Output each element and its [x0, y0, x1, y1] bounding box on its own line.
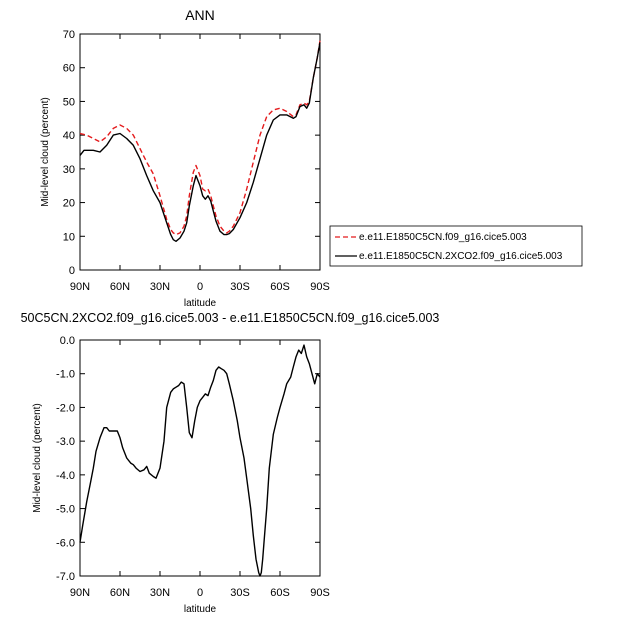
x-tick-label: 60N — [110, 281, 130, 293]
legend: e.e11.E1850C5CN.f09_g16.cice5.003 e.e11.… — [329, 225, 583, 267]
bottom-x-ticks: 90N 60N 30N 0 30S 60S 90S — [70, 340, 330, 599]
y-tick-label: -6.0 — [56, 537, 75, 549]
top-x-axis-label: latitude — [184, 298, 217, 309]
bottom-plot-frame — [79, 339, 321, 577]
x-tick-label: 30S — [230, 281, 250, 293]
series-line-1-0 — [79, 344, 321, 577]
x-tick-label: 0 — [197, 587, 203, 599]
bottom-chart: 50C5CN.2XCO2.f09_g16.cice5.003 - e.e11.E… — [21, 311, 440, 615]
series-line-0-0 — [79, 40, 321, 236]
top-series — [79, 40, 321, 243]
bottom-y-axis-label: Mid-level cloud (percent) — [32, 403, 43, 513]
top-plot-frame — [79, 33, 321, 271]
x-tick-label: 90N — [70, 587, 90, 599]
x-tick-label: 90S — [310, 587, 330, 599]
bottom-series — [79, 344, 321, 577]
legend-box — [329, 225, 583, 267]
bottom-y-ticks: 0.0 -1.0 -2.0 -3.0 -4.0 -5.0 -6.0 -7.0 — [56, 335, 320, 583]
x-tick-label: 90S — [310, 281, 330, 293]
y-tick-label: -4.0 — [56, 470, 75, 482]
top-chart-title: ANN — [185, 7, 215, 23]
y-tick-label: -3.0 — [56, 436, 75, 448]
top-x-ticks: 90N 60N 30N 0 30S 60S 90S — [70, 34, 330, 293]
y-tick-label: -2.0 — [56, 402, 75, 414]
legend-label-2xco2: e.e11.E1850C5CN.2XCO2.f09_g16.cice5.003 — [359, 251, 563, 262]
y-tick-label: -5.0 — [56, 504, 75, 516]
x-tick-label: 30N — [150, 587, 170, 599]
x-tick-label: 30N — [150, 281, 170, 293]
legend-label-control: e.e11.E1850C5CN.f09_g16.cice5.003 — [359, 232, 527, 243]
y-tick-label: 50 — [63, 96, 75, 108]
y-tick-label: -7.0 — [56, 571, 75, 583]
x-tick-label: 30S — [230, 587, 250, 599]
x-tick-label: 0 — [197, 281, 203, 293]
y-tick-label: 70 — [63, 29, 75, 41]
y-tick-label: 40 — [63, 130, 75, 142]
y-tick-label: 0.0 — [60, 335, 75, 347]
x-tick-label: 60S — [270, 587, 290, 599]
series-line-0-1 — [79, 42, 321, 243]
bottom-x-axis-label: latitude — [184, 604, 217, 615]
x-tick-label: 60N — [110, 587, 130, 599]
y-tick-label: 60 — [63, 63, 75, 75]
top-chart: ANN 90N 60N 30N 0 30S 60S 90S 010203040506070 … — [40, 7, 330, 309]
x-tick-label: 90N — [70, 281, 90, 293]
top-y-axis-label: Mid-level cloud (percent) — [40, 97, 51, 207]
y-tick-label: 30 — [63, 164, 75, 176]
y-tick-label: 20 — [63, 198, 75, 210]
x-tick-label: 60S — [270, 281, 290, 293]
y-tick-label: 10 — [63, 231, 75, 243]
y-tick-label: -1.0 — [56, 369, 75, 381]
bottom-chart-title: 50C5CN.2XCO2.f09_g16.cice5.003 - e.e11.E… — [21, 311, 440, 325]
y-tick-label: 0 — [69, 265, 75, 277]
top-y-ticks: 0 10 20 30 40 50 60 70 — [63, 29, 320, 277]
